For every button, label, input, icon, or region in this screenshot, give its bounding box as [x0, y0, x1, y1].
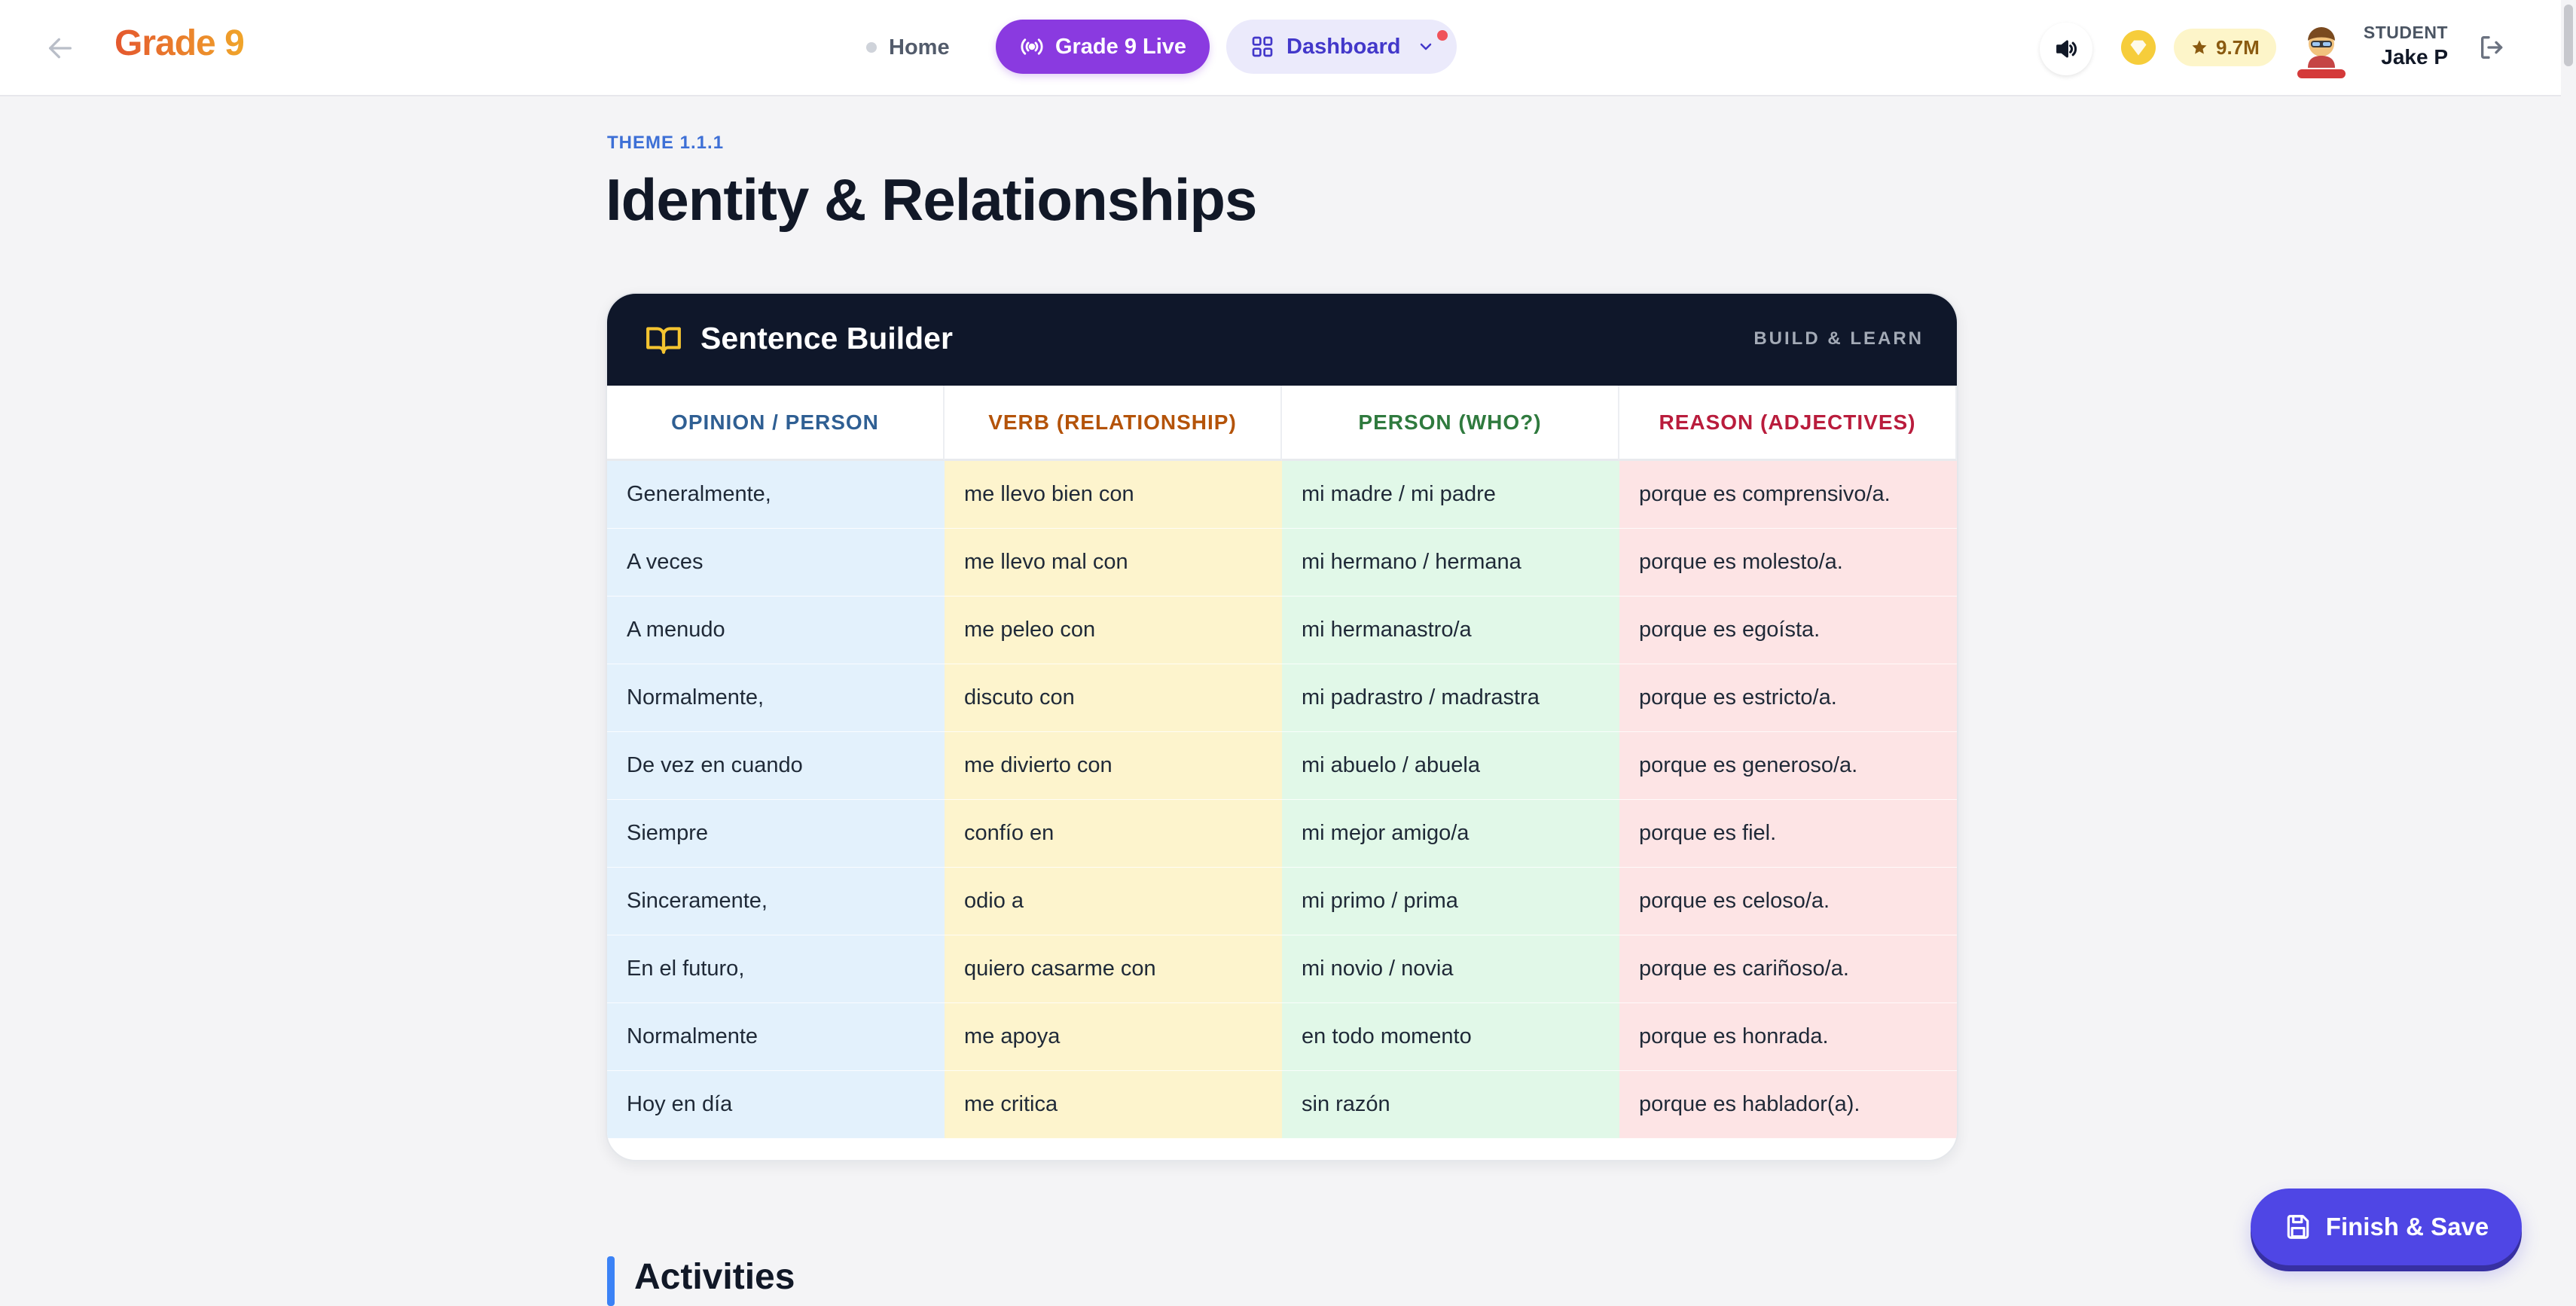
logout-icon — [2481, 36, 2503, 60]
phrase-cell[interactable]: sin razón — [1282, 1071, 1619, 1139]
phrase-cell[interactable]: me llevo mal con — [945, 529, 1282, 597]
gem-icon — [2130, 40, 2147, 56]
sentence-builder-tag: BUILD & LEARN — [1753, 328, 1924, 349]
phrase-cell[interactable]: me apoya — [945, 1003, 1282, 1071]
phrase-cell[interactable]: porque es honrada. — [1619, 1003, 1957, 1071]
sentence-builder-header: Sentence Builder BUILD & LEARN — [607, 294, 1957, 386]
phrase-cell[interactable]: Sinceramente, — [607, 868, 945, 935]
phrase-cell[interactable]: De vez en cuando — [607, 732, 945, 800]
points-badge[interactable]: 9.7M — [2174, 29, 2276, 66]
column-header: PERSON (WHO?) — [1282, 386, 1619, 461]
sound-toggle-button[interactable] — [2040, 23, 2092, 75]
phrase-cell[interactable]: mi padrastro / madrastra — [1282, 664, 1619, 732]
phrase-cell[interactable]: Generalmente, — [607, 461, 945, 529]
phrase-cell[interactable]: mi madre / mi padre — [1282, 461, 1619, 529]
phrase-cell[interactable]: odio a — [945, 868, 1282, 935]
phrase-cell[interactable]: A menudo — [607, 597, 945, 664]
scrollbar-thumb[interactable] — [2564, 5, 2573, 66]
chevron-down-icon — [1421, 43, 1432, 50]
phrase-cell[interactable]: Hoy en día — [607, 1071, 945, 1139]
phrase-cell[interactable]: me llevo bien con — [945, 461, 1282, 529]
star-icon — [2192, 40, 2207, 54]
column-header: VERB (RELATIONSHIP) — [945, 386, 1282, 461]
phrase-cell[interactable]: Siempre — [607, 800, 945, 868]
phrase-cell[interactable]: mi abuelo / abuela — [1282, 732, 1619, 800]
top-bar: Grade 9 Home Grade 9 Live Dashboard 9.7M — [0, 0, 2561, 96]
finish-save-button[interactable]: Finish & Save — [2251, 1189, 2522, 1265]
column-body: me llevo bien con me llevo mal con me pele… — [945, 461, 1282, 1139]
back-arrow-icon — [49, 38, 72, 59]
column-header: OPINION / PERSON — [607, 386, 945, 461]
points-value: 9.7M — [2216, 35, 2260, 59]
column-body: Generalmente, A veces A menudo Normalmente,… — [607, 461, 945, 1139]
phrase-cell[interactable]: mi primo / prima — [1282, 868, 1619, 935]
phrase-cell[interactable]: mi mejor amigo/a — [1282, 800, 1619, 868]
phrase-cell[interactable]: me critica — [945, 1071, 1282, 1139]
column-body: mi madre / mi padre mi hermano / hermana m… — [1282, 461, 1619, 1139]
notification-dot — [1437, 30, 1448, 41]
phrase-cell[interactable]: Normalmente — [607, 1003, 945, 1071]
column-body: porque es comprensivo/a. porque es molest… — [1619, 461, 1957, 1139]
grid-icon — [1252, 36, 1273, 57]
phrase-cell[interactable]: porque es fiel. — [1619, 800, 1957, 868]
nav-dashboard-button[interactable]: Dashboard — [1226, 20, 1457, 74]
activities-accent-bar — [607, 1256, 615, 1306]
phrase-cell[interactable]: porque es estricto/a. — [1619, 664, 1957, 732]
speaker-icon — [2056, 40, 2077, 58]
back-button[interactable] — [39, 27, 81, 69]
nav-live-button[interactable]: Grade 9 Live — [996, 20, 1210, 74]
phrase-cell[interactable]: porque es generoso/a. — [1619, 732, 1957, 800]
phrase-cell[interactable]: porque es cariñoso/a. — [1619, 935, 1957, 1003]
phrase-cell[interactable]: Normalmente, — [607, 664, 945, 732]
activities-heading: Activities — [634, 1257, 795, 1297]
phrase-cell[interactable]: porque es celoso/a. — [1619, 868, 1957, 935]
sentence-builder-card: Sentence Builder BUILD & LEARN OPINION /… — [606, 292, 1958, 1161]
phrase-cell[interactable]: en todo momento — [1282, 1003, 1619, 1071]
gem-badge[interactable] — [2121, 30, 2156, 65]
nav-dashboard-label: Dashboard — [1286, 34, 1401, 59]
phrase-cell[interactable]: mi novio / novia — [1282, 935, 1619, 1003]
column-header: REASON (ADJECTIVES) — [1619, 386, 1957, 461]
nav-home-label: Home — [889, 35, 950, 60]
phrase-cell[interactable]: porque es molesto/a. — [1619, 529, 1957, 597]
user-role: STUDENT — [2363, 23, 2448, 42]
phrase-cell[interactable]: mi hermano / hermana — [1282, 529, 1619, 597]
avatar[interactable] — [2297, 21, 2346, 78]
finish-save-label: Finish & Save — [2325, 1213, 2489, 1240]
phrase-cell[interactable]: porque es egoísta. — [1619, 597, 1957, 664]
nav-live-label: Grade 9 Live — [1055, 34, 1187, 59]
phrase-cell[interactable]: porque es comprensivo/a. — [1619, 461, 1957, 529]
phrase-cell[interactable]: me peleo con — [945, 597, 1282, 664]
logout-button[interactable] — [2474, 29, 2511, 66]
phrase-cell[interactable]: discuto con — [945, 664, 1282, 732]
avatar-level-bar — [2297, 69, 2346, 78]
phrase-cell[interactable]: A veces — [607, 529, 945, 597]
app-logo[interactable]: Grade 9 — [114, 23, 245, 63]
phrase-cell[interactable]: mi hermanastro/a — [1282, 597, 1619, 664]
user-name: Jake P — [2381, 45, 2448, 69]
sentence-builder-title: Sentence Builder — [700, 321, 953, 355]
scrollbar[interactable] — [2561, 0, 2576, 1306]
broadcast-icon — [1021, 38, 1043, 55]
home-dot-icon — [866, 42, 877, 53]
page-title: Identity & Relationships — [606, 166, 1257, 233]
phrase-cell[interactable]: me divierto con — [945, 732, 1282, 800]
phrase-cell[interactable]: quiero casarme con — [945, 935, 1282, 1003]
phrase-cell[interactable]: porque es hablador(a). — [1619, 1071, 1957, 1139]
book-icon — [646, 327, 681, 354]
phrase-cell[interactable]: En el futuro, — [607, 935, 945, 1003]
avatar-icon — [2308, 27, 2335, 68]
save-icon — [2287, 1215, 2309, 1239]
nav-home-link[interactable]: Home — [866, 29, 950, 66]
theme-label: THEME 1.1.1 — [607, 133, 725, 153]
phrase-cell[interactable]: confío en — [945, 800, 1282, 868]
